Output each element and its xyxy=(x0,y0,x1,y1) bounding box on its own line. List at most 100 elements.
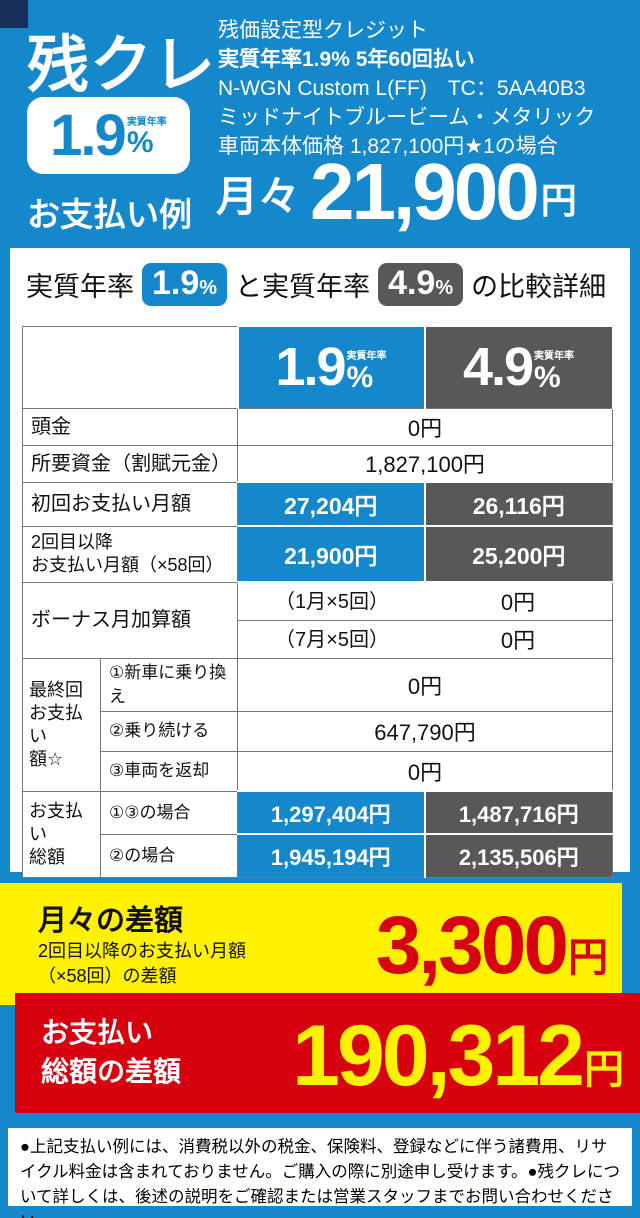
monthly-amount: 21,900 xyxy=(310,147,540,236)
monthly-diff-note-line: 2回目以降のお支払い月額 xyxy=(38,941,247,961)
total-diff-number: 190,312 xyxy=(292,1008,585,1104)
row-value-final-option3: 0円 xyxy=(237,750,613,792)
total-diff-amount: 190,312 円 xyxy=(292,993,624,1111)
row-value-total-case13-b: 1,487,716円 xyxy=(423,790,613,835)
monthly-unit: 円 xyxy=(540,180,577,221)
row-value-monthly-payment-a: 21,900円 xyxy=(237,525,426,583)
row-label-line: 最終回 xyxy=(29,679,83,700)
row-value-total-case2-a: 1,945,194円 xyxy=(237,833,426,878)
monthly-diff-number: 3,300 xyxy=(375,900,569,991)
title-rate-b-num: 4.9 xyxy=(388,264,436,302)
total-diff-label-line: お支払い xyxy=(41,1017,154,1048)
bonus-period: （1月×5回） xyxy=(275,591,389,614)
row-label-monthly-payment: 2回目以降 お支払い月額（×58回） xyxy=(22,525,238,583)
table-row: （7月×5回） 0円 xyxy=(23,619,613,659)
row-sublabel-total-case13: ①③の場合 xyxy=(100,790,238,835)
row-label-down-payment: 頭金 xyxy=(22,407,238,446)
bonus-value: 0円 xyxy=(500,628,536,653)
table-header-row: 1.9 実質年率 % 4.9 実質年率 % xyxy=(22,325,614,409)
table-row: お支払い 総額 ①③の場合 1,297,404円 1,487,716円 xyxy=(22,790,613,878)
monthly-diff-band: 月々の差額 2回目以降のお支払い月額 （×58回）の差額 3,300 円 xyxy=(0,883,622,1005)
comparison-title: 実質年率 1.9 % と実質年率 4.9 % の比較詳細 xyxy=(26,263,630,306)
credit-details: 残価設定型クレジット 実質年率1.9% 5年60回払い N-WGN Custom… xyxy=(218,16,595,161)
rate-badge-percent: % xyxy=(126,126,154,159)
row-label-line: お支払い xyxy=(29,800,83,844)
title-tail: の比較詳細 xyxy=(471,272,607,302)
row-label-line: 額☆ xyxy=(29,748,64,769)
rate-badge: 1.9 実質年率 % xyxy=(27,97,190,174)
header-rate-a-pct: % xyxy=(346,361,374,395)
table-row: 所要資金（割賦元金） 1,827,100円 xyxy=(22,444,613,483)
header-rate-b-num: 4.9 xyxy=(462,337,534,398)
row-label-line: 2回目以降 xyxy=(31,532,114,552)
header-rate-a-note: 実質年率 xyxy=(346,351,387,363)
title-lead: 実質年率 xyxy=(26,272,134,302)
table-row: 2回目以降 お支払い月額（×58回） 21,900円 25,200円 xyxy=(22,525,613,583)
bonus-period: （7月×5回） xyxy=(275,629,389,651)
monthly-diff-unit: 円 xyxy=(568,936,608,980)
header-rate-b: 4.9 実質年率 % xyxy=(423,325,614,409)
monthly-diff-note: 2回目以降のお支払い月額 （×58回）の差額 xyxy=(38,939,246,989)
header-rate-a: 1.9 実質年率 % xyxy=(236,325,426,409)
total-diff-band: お支払い 総額の差額 190,312 円 xyxy=(15,993,640,1113)
title-rate-a-pct: % xyxy=(199,277,218,299)
table-row: 最終回 お支払い 額☆ ①新車に乗り換え 0円 xyxy=(22,657,613,792)
table-row: ②乗り続ける 647,790円 xyxy=(23,710,613,752)
detail-line: 残価設定型クレジット xyxy=(218,19,428,42)
row-value-total-case2-b: 2,135,506円 xyxy=(423,833,613,878)
comparison-table: 1.9 実質年率 % 4.9 実質年率 % xyxy=(22,325,614,878)
row-label-principal: 所要資金（割賦元金） xyxy=(22,444,238,483)
table-row: ボーナス月加算額 （1月×5回） 0円 xyxy=(22,581,613,659)
row-value-final-option1: 0円 xyxy=(237,657,613,712)
row-value-monthly-payment-b: 25,200円 xyxy=(423,525,613,583)
row-label-line: お支払い xyxy=(29,702,83,746)
table-row: 頭金 0円 xyxy=(22,407,613,446)
monthly-diff-title: 月々の差額 xyxy=(38,905,184,937)
disclaimer: ●上記支払い例には、消費税以外の税金、保険料、登録などに伴う諸費用、リサイクル料… xyxy=(8,1128,632,1218)
row-value-first-payment-b: 26,116円 xyxy=(423,481,613,527)
total-diff-label-line: 総額の差額 xyxy=(41,1056,182,1087)
rate-badge-note: 実質年率 xyxy=(126,117,167,128)
row-label-final-payment: 最終回 お支払い 額☆ xyxy=(22,657,101,792)
bonus-value: 0円 xyxy=(500,590,536,616)
monthly-diff-note-line: （×58回）の差額 xyxy=(38,966,177,986)
total-diff-label: お支払い 総額の差額 xyxy=(41,1013,181,1091)
row-sublabel-final-option1: ①新車に乗り換え xyxy=(100,657,238,712)
row-value-principal: 1,827,100円 xyxy=(237,444,613,483)
row-sublabel-final-option2: ②乗り続ける xyxy=(100,710,238,752)
row-value-total-case13-a: 1,297,404円 xyxy=(237,790,426,835)
detail-line: ミッドナイトブルービーム・メタリック xyxy=(218,106,596,129)
monthly-prefix: 月々 xyxy=(216,173,301,220)
row-sublabel-total-case2: ②の場合 xyxy=(100,833,238,878)
row-label-line: お支払い月額（×58回） xyxy=(31,555,224,575)
table-row: ②の場合 1,945,194円 2,135,506円 xyxy=(23,833,613,878)
rate-badge-number: 1.9 xyxy=(50,103,127,168)
row-sublabel-final-option3: ③車両を返却 xyxy=(100,750,238,792)
total-diff-unit: 円 xyxy=(584,1048,624,1092)
monthly-diff-amount: 3,300 円 xyxy=(376,883,608,1001)
payment-example-label: お支払い例 xyxy=(27,196,192,233)
comparison-panel: 実質年率 1.9 % と実質年率 4.9 % の比較詳細 1.9 xyxy=(10,248,630,878)
header-rate-a-num: 1.9 xyxy=(275,337,346,398)
row-label-bonus: ボーナス月加算額 xyxy=(22,581,238,659)
row-value-first-payment-a: 27,204円 xyxy=(237,481,426,527)
monthly-payment: 月々 21,900 円 xyxy=(216,150,577,232)
title-rate-b-pill: 4.9 % xyxy=(378,263,464,306)
row-label-total: お支払い 総額 xyxy=(22,790,101,878)
title-rate-a-pill: 1.9 % xyxy=(142,263,228,306)
row-value-bonus-jan: （1月×5回） 0円 xyxy=(237,581,613,621)
row-label-first-payment: 初回お支払い月額 xyxy=(22,481,238,527)
title-rate-b-pct: % xyxy=(435,277,454,299)
header-empty-cell xyxy=(22,325,238,409)
title-mid: と実質年率 xyxy=(235,272,371,302)
title-rate-a-num: 1.9 xyxy=(152,264,200,302)
row-label-line: 総額 xyxy=(29,846,65,867)
detail-line: 車両本体価格 1,827,100円★1の場合 xyxy=(218,135,558,158)
table-row: 初回お支払い月額 27,204円 26,116円 xyxy=(22,481,613,527)
detail-line: N-WGN Custom L(FF) TC：5AA40B3 xyxy=(218,77,586,100)
header-rate-b-note: 実質年率 xyxy=(534,351,575,363)
product-name: 残クレ xyxy=(27,31,217,100)
table-row: ③車両を返却 0円 xyxy=(23,750,613,792)
corner-decoration xyxy=(0,0,28,28)
